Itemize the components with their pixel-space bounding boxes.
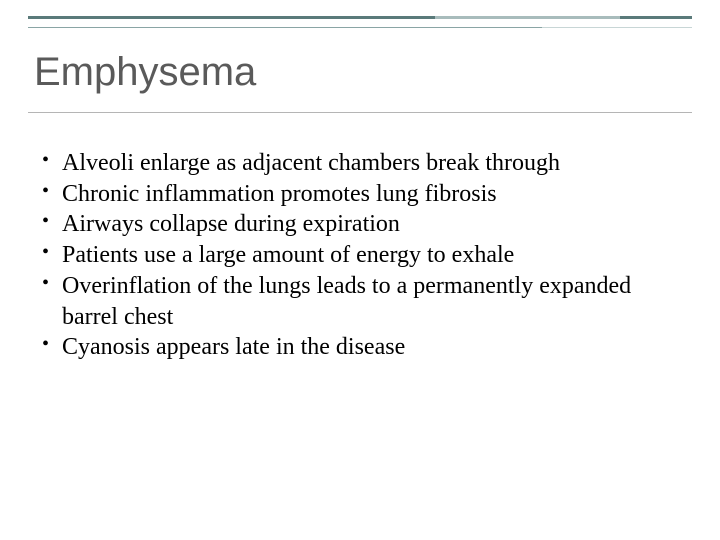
slide-title: Emphysema	[34, 50, 256, 95]
bullet-item: Overinflation of the lungs leads to a pe…	[40, 271, 680, 332]
decorative-top-border	[0, 0, 720, 38]
content-area: Alveoli enlarge as adjacent chambers bre…	[40, 148, 680, 363]
slide-container: Emphysema Alveoli enlarge as adjacent ch…	[0, 0, 720, 540]
bullet-item: Patients use a large amount of energy to…	[40, 240, 680, 271]
border-accent-lighter	[542, 27, 692, 28]
bullet-item: Alveoli enlarge as adjacent chambers bre…	[40, 148, 680, 179]
bullet-item: Chronic inflammation promotes lung fibro…	[40, 179, 680, 210]
bullet-item: Airways collapse during expiration	[40, 209, 680, 240]
bullet-item: Cyanosis appears late in the disease	[40, 332, 680, 363]
border-accent-light	[435, 16, 620, 19]
title-underline	[28, 112, 692, 113]
bullet-list: Alveoli enlarge as adjacent chambers bre…	[40, 148, 680, 363]
